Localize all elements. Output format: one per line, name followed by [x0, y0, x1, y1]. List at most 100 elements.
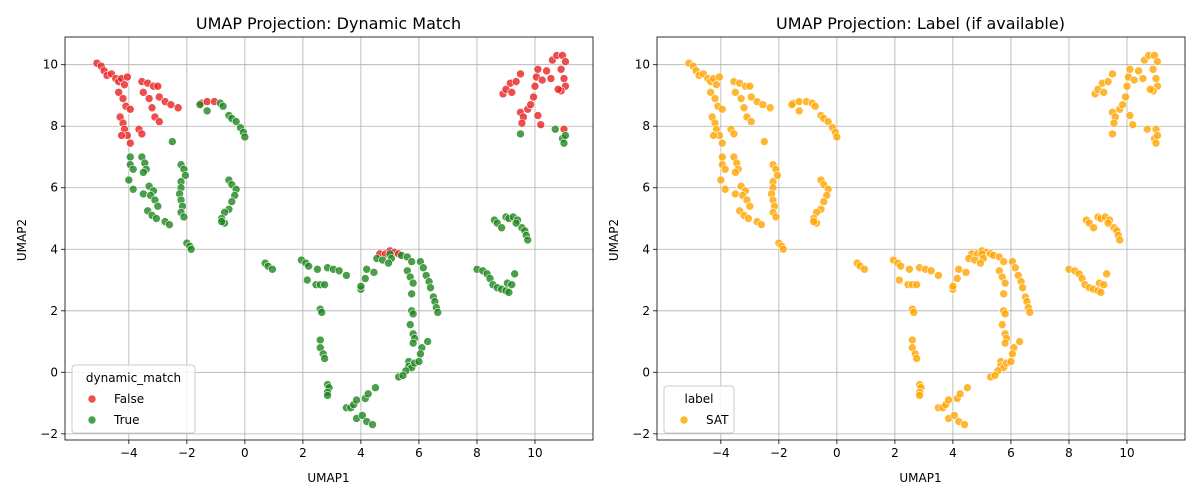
x-tick-label: −4: [120, 446, 138, 460]
y-tick-label: 4: [642, 242, 650, 256]
data-point-true: [152, 214, 161, 223]
y-tick-label: 8: [50, 119, 58, 133]
legend-label: SAT: [706, 413, 729, 427]
data-point-sat: [1000, 309, 1010, 319]
data-point-false: [553, 84, 563, 94]
data-point-sat: [794, 97, 804, 106]
data-point-sat: [1142, 124, 1152, 134]
data-point-false: [537, 75, 547, 85]
data-point-sat: [717, 138, 727, 148]
y-tick-label: 8: [642, 119, 650, 133]
data-point-sat: [950, 411, 959, 420]
data-point-sat: [997, 320, 1007, 329]
data-point-false: [516, 69, 525, 79]
data-point-sat: [716, 175, 726, 185]
data-point-true: [407, 289, 416, 299]
data-point-true: [416, 349, 425, 359]
data-point-true: [128, 164, 138, 174]
data-point-sat: [1000, 278, 1010, 288]
data-point-false: [120, 80, 129, 89]
x-axis-label: UMAP1: [307, 471, 349, 485]
data-point-sat: [731, 189, 740, 199]
data-point-false: [144, 94, 154, 103]
data-point-true: [426, 283, 435, 293]
data-point-sat: [709, 131, 718, 140]
data-point-sat: [1025, 308, 1035, 317]
data-point-false: [139, 88, 148, 97]
y-tick-label: 6: [642, 181, 650, 195]
data-point-false: [507, 88, 517, 97]
data-point-false: [125, 138, 135, 148]
data-point-false: [530, 81, 540, 91]
data-point-sat: [810, 101, 820, 111]
data-point-true: [165, 220, 174, 229]
data-point-false: [173, 103, 183, 113]
data-point-sat: [1138, 74, 1148, 83]
data-point-true: [320, 354, 329, 363]
data-point-sat: [1015, 337, 1024, 346]
data-point-sat: [1125, 111, 1135, 120]
data-point-sat: [990, 371, 1000, 380]
data-point-sat: [1109, 118, 1119, 128]
data-point-false: [166, 100, 176, 109]
data-point-false: [137, 129, 147, 139]
data-point-sat: [758, 100, 768, 109]
data-point-true: [561, 131, 570, 140]
data-point-sat: [757, 220, 766, 229]
x-tick-label: 2: [299, 446, 307, 460]
legend-label: True: [113, 413, 140, 427]
x-tick-label: 6: [1007, 446, 1015, 460]
data-point-sat: [787, 100, 797, 109]
legend-box: [71, 364, 196, 434]
axes: −4 −2 0 2 4 6 8 10 −2 0 2 4 6 8 10: [40, 36, 594, 460]
data-point-true: [317, 308, 327, 317]
y-tick-label: 10: [43, 58, 58, 72]
data-point-true: [363, 389, 373, 399]
y-tick-label: 0: [50, 365, 58, 379]
data-point-sat: [963, 383, 972, 393]
data-point-sat: [1151, 74, 1161, 83]
data-point-true: [358, 411, 367, 420]
data-point-true: [227, 197, 237, 206]
data-point-sat: [715, 72, 724, 82]
y-tick-label: 2: [642, 304, 650, 318]
data-point-true: [231, 117, 241, 126]
plot-frame: [64, 36, 594, 441]
data-point-sat: [1134, 66, 1143, 76]
data-point-true: [408, 309, 418, 319]
data-point-sat: [1125, 65, 1135, 74]
data-point-sat: [1008, 349, 1017, 359]
data-point-false: [153, 81, 163, 91]
data-point-true: [268, 264, 277, 274]
data-point-sat: [823, 117, 833, 126]
scatter-points: [92, 51, 570, 429]
data-point-true: [323, 391, 332, 400]
data-point-sat: [961, 268, 971, 277]
data-point-false: [546, 74, 556, 83]
data-point-false: [517, 118, 527, 128]
data-point-sat: [1129, 75, 1139, 85]
x-tick-label: 4: [357, 446, 365, 460]
data-point-true: [195, 100, 205, 109]
data-point-true: [168, 137, 177, 146]
data-point-true: [240, 132, 250, 142]
data-point-sat: [720, 184, 730, 194]
x-tick-label: 10: [1119, 446, 1134, 460]
data-point-sat: [976, 258, 985, 268]
data-point-sat: [778, 244, 788, 254]
data-point-sat: [934, 271, 943, 280]
data-point-true: [516, 129, 525, 139]
data-point-sat: [1153, 131, 1162, 140]
data-point-sat: [1145, 84, 1155, 94]
data-point-sat: [1103, 77, 1113, 86]
data-point-sat: [944, 395, 953, 405]
data-point-true: [352, 395, 361, 405]
data-point-sat: [1153, 57, 1162, 66]
data-point-sat: [912, 354, 921, 363]
data-point-true: [507, 280, 517, 289]
y-tick-label: 10: [635, 58, 650, 72]
data-point-true: [186, 244, 196, 254]
legend: label SAT: [663, 385, 735, 434]
legend-label: False: [114, 392, 144, 406]
data-point-sat: [1108, 69, 1117, 79]
